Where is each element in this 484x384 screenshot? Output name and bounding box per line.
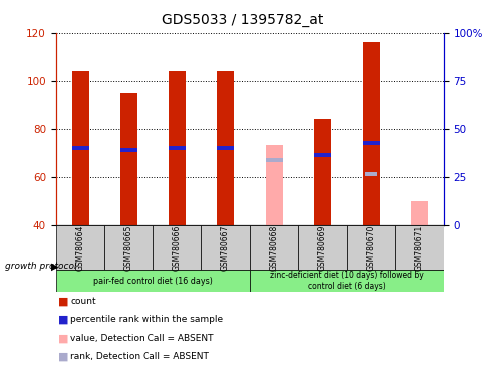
Bar xyxy=(362,42,378,225)
Bar xyxy=(217,146,234,150)
Bar xyxy=(120,148,136,152)
Bar xyxy=(72,71,89,225)
Bar xyxy=(265,146,282,225)
Bar xyxy=(168,71,185,225)
Text: value, Detection Call = ABSENT: value, Detection Call = ABSENT xyxy=(70,334,213,343)
Text: ■: ■ xyxy=(58,296,68,306)
Bar xyxy=(362,141,378,145)
Text: ■: ■ xyxy=(58,315,68,325)
Bar xyxy=(314,119,330,225)
Text: GSM780668: GSM780668 xyxy=(269,224,278,271)
Text: GSM780664: GSM780664 xyxy=(76,224,84,271)
Text: percentile rank within the sample: percentile rank within the sample xyxy=(70,315,223,324)
Text: pair-fed control diet (16 days): pair-fed control diet (16 days) xyxy=(92,276,212,286)
Bar xyxy=(56,225,104,270)
Bar xyxy=(249,225,298,270)
Text: growth protocol: growth protocol xyxy=(5,262,76,271)
Bar xyxy=(394,225,443,270)
Bar xyxy=(217,71,234,225)
Bar xyxy=(72,146,89,150)
Text: ■: ■ xyxy=(58,333,68,343)
Bar xyxy=(364,172,376,176)
Text: ▶: ▶ xyxy=(50,262,58,272)
Bar xyxy=(201,225,249,270)
Text: GSM780667: GSM780667 xyxy=(221,224,229,271)
Bar xyxy=(410,201,427,225)
Text: ■: ■ xyxy=(58,352,68,362)
Text: GSM780665: GSM780665 xyxy=(124,224,133,271)
Bar xyxy=(249,270,443,292)
Bar xyxy=(56,270,249,292)
Text: zinc-deficient diet (10 days) followed by
control diet (6 days): zinc-deficient diet (10 days) followed b… xyxy=(269,271,423,291)
Text: GSM780671: GSM780671 xyxy=(414,224,423,271)
Text: GSM780670: GSM780670 xyxy=(366,224,375,271)
Bar xyxy=(346,225,394,270)
Bar xyxy=(314,153,330,157)
Bar xyxy=(104,225,152,270)
Bar xyxy=(298,225,346,270)
Text: GSM780666: GSM780666 xyxy=(172,224,181,271)
Text: GDS5033 / 1395782_at: GDS5033 / 1395782_at xyxy=(162,13,322,27)
Text: count: count xyxy=(70,297,96,306)
Bar xyxy=(168,146,185,150)
Bar xyxy=(120,93,136,225)
Bar xyxy=(265,158,282,162)
Text: rank, Detection Call = ABSENT: rank, Detection Call = ABSENT xyxy=(70,352,209,361)
Text: GSM780669: GSM780669 xyxy=(318,224,326,271)
Bar xyxy=(152,225,201,270)
